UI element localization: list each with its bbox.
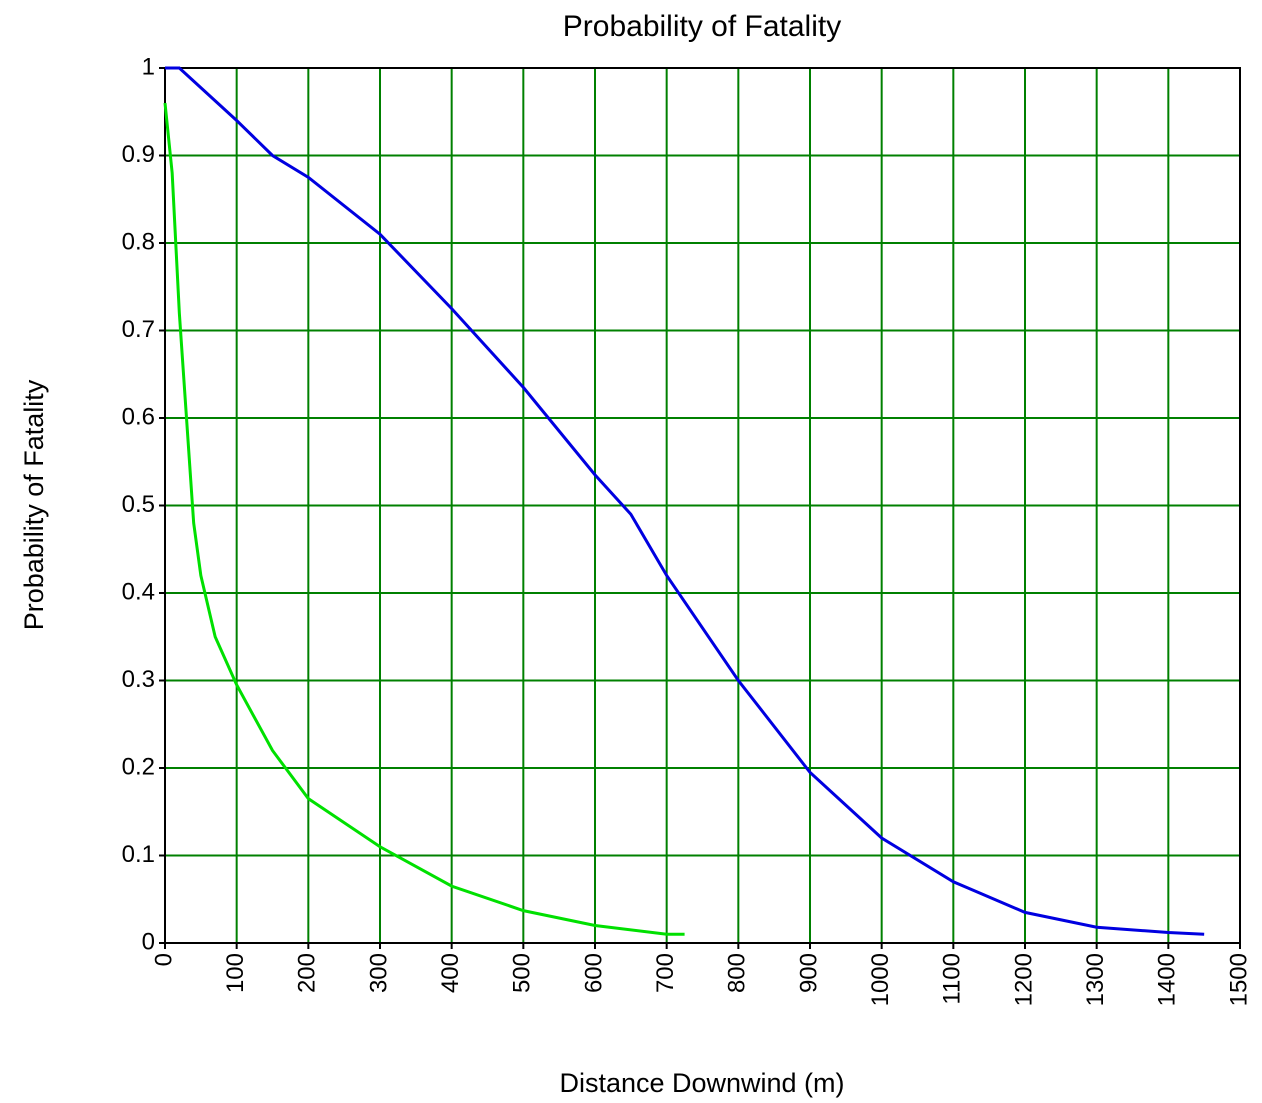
x-tick-label: 100: [222, 953, 249, 993]
x-tick-label: 500: [509, 953, 536, 993]
data-line: [165, 66, 1205, 936]
x-tick-label: 1100: [939, 953, 966, 1005]
y-tick-label: 0.4: [122, 578, 155, 605]
y-tick-label: 0.7: [122, 316, 155, 343]
x-tick-label: 900: [795, 953, 822, 993]
data-line: [163, 102, 685, 936]
x-tick-label: 1000: [867, 953, 894, 1006]
x-tick-label: 1400: [1154, 953, 1181, 1006]
x-tick-label: 200: [294, 953, 321, 993]
y-tick-label: 1: [142, 53, 155, 80]
x-tick-label: 1500: [1225, 953, 1252, 1006]
y-tick-label: 0.2: [122, 753, 155, 780]
x-tick-label: 0: [150, 953, 177, 966]
x-tick-label: 1300: [1082, 953, 1109, 1006]
x-tick-label: 1200: [1010, 953, 1037, 1006]
y-tick-label: 0.8: [122, 228, 155, 255]
x-tick-label: 400: [437, 953, 464, 993]
y-tick-label: 0.9: [122, 141, 155, 168]
y-axis-label: Probability of Fatality: [19, 379, 49, 630]
chart-title: Probability of Fatality: [563, 10, 841, 43]
x-tick-label: 600: [580, 953, 607, 993]
y-tick-label: 0.6: [122, 403, 155, 430]
y-tick-label: 0.1: [122, 841, 155, 868]
x-tick-label: 300: [365, 953, 392, 993]
y-tick-label: 0: [142, 928, 155, 955]
plot-border: [164, 67, 1241, 944]
y-tick-label: 0.3: [122, 666, 155, 693]
x-tick-label: 700: [652, 953, 679, 993]
x-tick-label: 800: [724, 953, 751, 993]
x-axis-label: Distance Downwind (m): [559, 1068, 844, 1098]
y-tick-label: 0.5: [122, 491, 155, 518]
